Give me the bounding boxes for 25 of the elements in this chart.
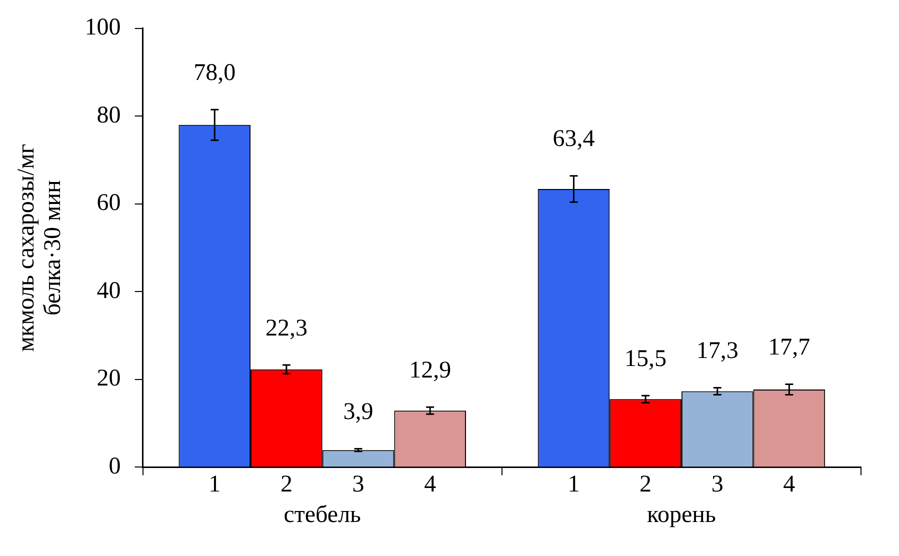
x-tick-label: стебель <box>284 502 362 528</box>
text: 2 <box>640 471 652 498</box>
data-label: 3,9 <box>343 399 374 426</box>
data-label: 63,4 <box>552 126 595 152</box>
y-tick-label: 40 <box>96 278 121 304</box>
text: 3 <box>711 471 724 498</box>
series-label: 2 <box>280 471 292 498</box>
y-tick-label: 20 <box>96 366 121 392</box>
text: 1 <box>568 471 580 498</box>
text: 4 <box>783 471 796 498</box>
x-tick-label: корень <box>647 502 716 528</box>
data-label: 15,5 <box>624 346 667 372</box>
data-label: 17,3 <box>696 338 738 364</box>
y-axis-title: мкмоль сахарозы/мг белка·30 мин <box>13 144 66 352</box>
data-label: 22,3 <box>265 315 308 342</box>
y-tick-label: 100 <box>84 14 121 41</box>
y-tick-label: 0 <box>108 453 121 480</box>
series-label: 3 <box>352 471 364 498</box>
y-tick-label: 60 <box>96 190 121 216</box>
series-label: 4 <box>424 471 436 498</box>
data-label: 12,9 <box>409 357 452 384</box>
data-label: 78,0 <box>194 60 236 86</box>
data-label: 17,7 <box>768 334 810 361</box>
series-label: 1 <box>208 471 221 498</box>
y-tick-label: 80 <box>96 102 121 128</box>
